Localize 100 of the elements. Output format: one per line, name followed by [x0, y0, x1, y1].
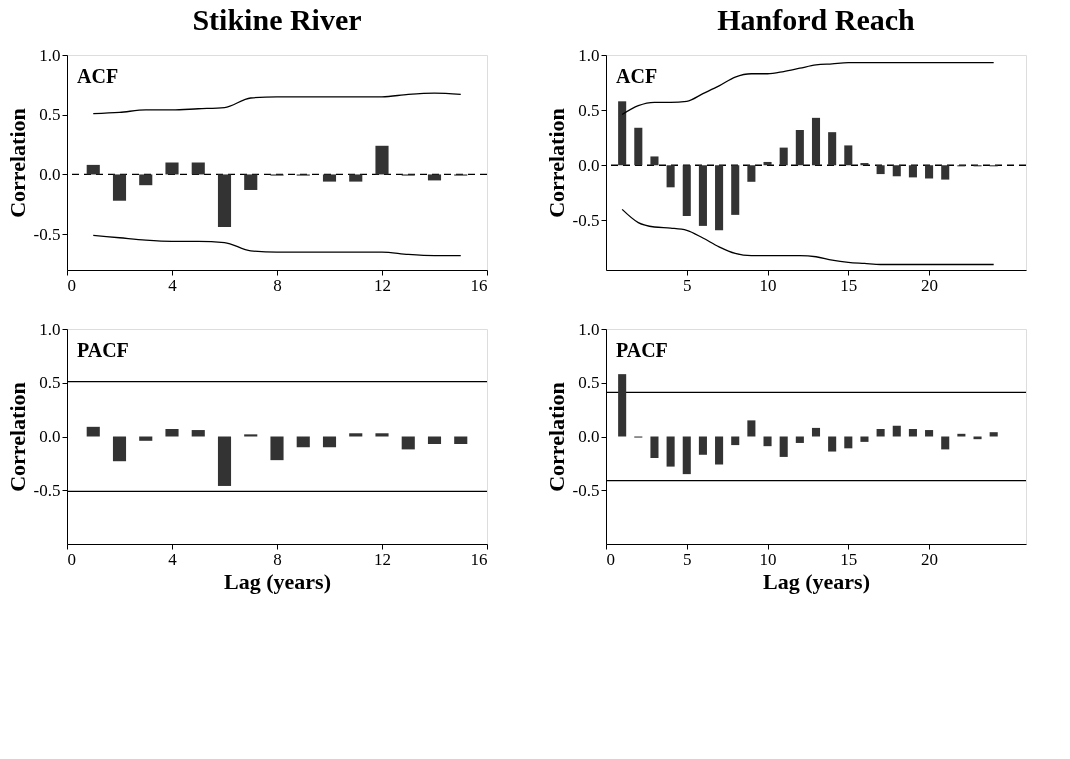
x-tick-label: 5 — [683, 275, 692, 295]
bar — [165, 428, 179, 437]
bar — [165, 162, 179, 175]
bar — [244, 174, 258, 190]
line-series — [92, 234, 462, 257]
bar — [811, 117, 821, 166]
y-tick-label: 0.5 — [578, 373, 600, 393]
bar — [844, 436, 853, 449]
x-tick-label: 4 — [168, 549, 178, 569]
bar — [892, 165, 901, 177]
y-tick-label: -0.5 — [33, 480, 61, 500]
y-axis-title: Correlation — [4, 382, 30, 492]
bar — [731, 436, 740, 446]
bar — [139, 436, 153, 441]
bar — [795, 129, 804, 166]
annotation: PACF — [77, 339, 129, 361]
bar — [925, 430, 934, 437]
x-tick-label: 8 — [273, 549, 282, 569]
bar — [618, 101, 627, 166]
bar — [191, 430, 205, 437]
bar — [779, 147, 788, 166]
y-tick-label: 0.0 — [39, 164, 61, 184]
bar — [715, 165, 724, 231]
x-tick-label: 15 — [840, 549, 858, 569]
y-tick-label: 1.0 — [578, 319, 600, 339]
bar — [375, 433, 389, 437]
bar — [401, 436, 415, 450]
bar — [322, 174, 337, 182]
x-tick-label: 4 — [168, 275, 178, 295]
bar — [112, 174, 127, 201]
x-tick-label: 0 — [67, 549, 76, 569]
bar — [112, 436, 127, 462]
y-tick-label: 0.0 — [39, 427, 61, 446]
x-tick-label: 16 — [470, 549, 488, 569]
x-tick-label: 0 — [606, 549, 615, 569]
line-series — [92, 92, 462, 115]
bar — [650, 436, 659, 458]
annotation: ACF — [77, 65, 119, 87]
bar — [666, 165, 675, 188]
bar — [779, 436, 788, 457]
bar — [244, 434, 258, 437]
bar — [828, 132, 837, 166]
x-tick-label: 20 — [921, 275, 939, 295]
y-tick-label: 1.0 — [39, 45, 61, 65]
x-tick-label: 0 — [67, 275, 76, 295]
bar — [876, 428, 885, 437]
chart-title: Stikine River — [192, 3, 362, 36]
bar — [86, 164, 100, 175]
x-tick-label: 12 — [374, 275, 391, 295]
x-tick-label: 15 — [840, 275, 858, 295]
bar — [698, 436, 707, 455]
x-tick-label: 8 — [273, 275, 282, 295]
x-tick-label: 12 — [374, 549, 391, 569]
bar — [844, 145, 853, 166]
bar — [634, 127, 643, 166]
bar — [795, 436, 804, 443]
bar — [908, 165, 917, 178]
y-axis-title: Correlation — [543, 108, 569, 218]
x-tick-label: 10 — [759, 549, 777, 569]
bar — [941, 436, 950, 450]
bar — [682, 436, 691, 475]
bar — [618, 374, 627, 437]
y-tick-label: -0.5 — [572, 480, 600, 500]
bar — [296, 436, 310, 448]
y-tick-label: 0.0 — [578, 427, 600, 446]
annotation: PACF — [616, 339, 668, 361]
bar — [957, 433, 966, 437]
bar — [908, 428, 917, 437]
y-tick-label: 0.0 — [578, 155, 600, 175]
bar — [860, 163, 869, 166]
bar — [731, 165, 740, 215]
bar — [349, 174, 363, 182]
chart-title: Hanford Reach — [717, 3, 916, 36]
x-axis-title: Lag (years) — [763, 568, 870, 594]
bar — [427, 174, 442, 181]
line-series — [621, 208, 995, 266]
bar — [270, 436, 284, 461]
bar — [375, 145, 389, 175]
bar — [828, 436, 837, 452]
bar — [322, 436, 337, 448]
x-axis-title: Lag (years) — [224, 568, 331, 594]
bar — [698, 165, 707, 226]
bar — [989, 432, 998, 437]
bar — [925, 165, 934, 179]
x-tick-label: 5 — [683, 549, 692, 569]
bar — [454, 436, 468, 445]
bar — [747, 165, 756, 182]
y-axis-title: Correlation — [4, 108, 30, 218]
bar — [139, 174, 153, 186]
bar — [86, 426, 100, 437]
y-tick-label: 0.5 — [39, 373, 61, 393]
bar — [747, 420, 756, 437]
bar — [217, 436, 232, 486]
y-tick-label: 1.0 — [39, 319, 61, 339]
bar — [715, 436, 724, 465]
x-tick-label: 20 — [921, 549, 939, 569]
x-tick-label: 16 — [470, 275, 488, 295]
bar — [650, 156, 659, 166]
y-tick-label: 0.5 — [39, 105, 61, 125]
x-tick-label: 10 — [759, 275, 777, 295]
